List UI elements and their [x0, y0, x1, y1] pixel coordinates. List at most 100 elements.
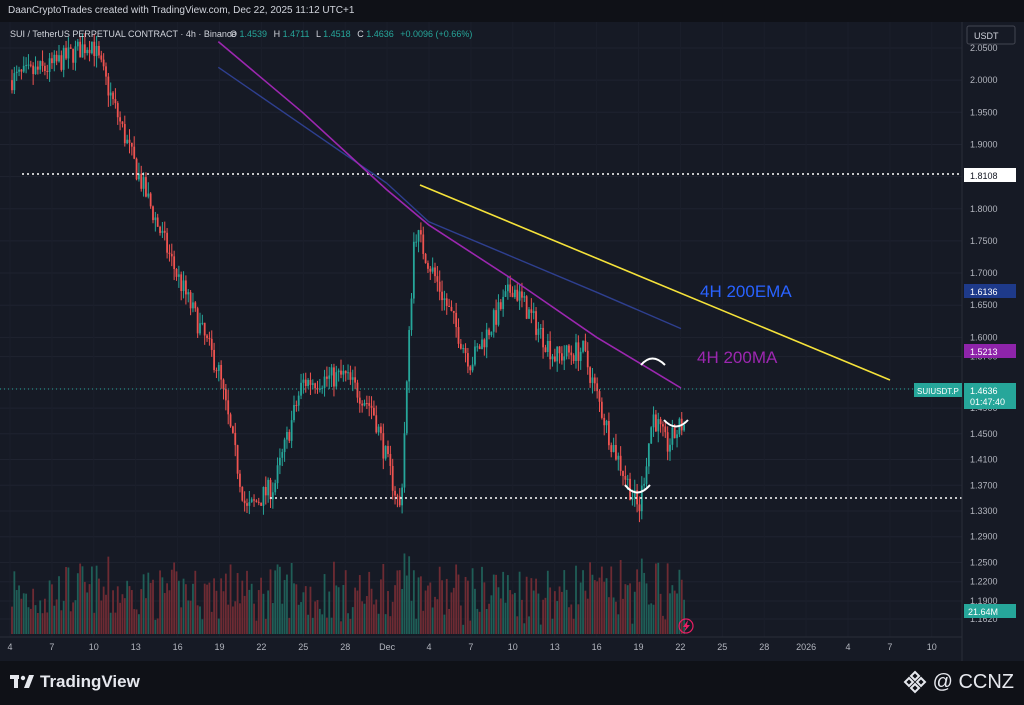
candle-body	[553, 356, 556, 362]
volume-bar	[518, 571, 521, 634]
volume-bar	[485, 609, 488, 634]
descending-trendline[interactable]	[419, 184, 891, 381]
high-label: H	[274, 29, 281, 39]
time-tick: 28	[759, 642, 769, 652]
volume-bar	[382, 563, 385, 634]
volume-bar	[542, 599, 544, 634]
volume-bar	[417, 577, 420, 634]
candle-body	[504, 291, 507, 297]
price-chart[interactable]: 4H 200EMA 4H 200MA SUI / TetherUS PERPET…	[0, 22, 1024, 661]
candle-body	[208, 338, 211, 340]
ccnz-text: @ CCNZ	[932, 670, 1014, 693]
candle-body	[464, 348, 467, 354]
volume-bar	[192, 583, 194, 634]
time-tick: 10	[508, 642, 518, 652]
low-label: L	[316, 29, 321, 39]
change-value: +0.0096 (+0.66%)	[400, 29, 472, 39]
candle-body	[222, 379, 225, 389]
candle-body	[495, 310, 497, 325]
volume-bar	[32, 588, 35, 634]
candle-body	[267, 479, 270, 496]
candle-body	[410, 298, 413, 331]
candle-body	[420, 230, 422, 235]
candle-body	[293, 405, 295, 421]
candle-body	[67, 47, 70, 59]
volume-bar	[631, 623, 634, 634]
candle-body	[683, 424, 685, 431]
volume-bar	[384, 614, 387, 634]
candle-body	[481, 339, 483, 350]
support-price-tag: 1.8108	[964, 168, 1016, 182]
volume-bar	[276, 564, 279, 634]
volume-bar	[403, 553, 406, 634]
currency-selector[interactable]: USDT	[966, 25, 1016, 45]
candle-body	[102, 59, 105, 67]
volume-bar	[314, 601, 317, 634]
volume-bar	[116, 586, 119, 634]
candle-body	[257, 501, 260, 503]
volume-bar	[39, 600, 42, 634]
volume-value: 21.64M	[968, 607, 998, 617]
volume-bar	[55, 599, 58, 634]
volume-bar	[579, 582, 582, 634]
volume-bar	[499, 598, 502, 634]
candle-body	[568, 345, 570, 353]
volume-bar	[27, 607, 30, 634]
volume-bar	[405, 575, 408, 634]
volume-bar	[112, 590, 114, 634]
candle-body	[274, 483, 277, 493]
candle-body	[455, 312, 458, 328]
price-tick: 1.1620	[970, 614, 998, 624]
volume-bar	[544, 597, 547, 634]
volume-bar	[626, 585, 629, 634]
volume-bar	[361, 601, 364, 634]
volume-bar	[102, 586, 105, 634]
time-tick: 22	[256, 642, 266, 652]
candle-body	[318, 388, 321, 390]
support-price-value: 1.8108	[970, 171, 998, 181]
volume-bar	[523, 623, 526, 634]
candle-body	[424, 253, 427, 264]
volume-bar	[612, 597, 615, 634]
candle-body	[100, 55, 103, 60]
candle-body	[546, 341, 549, 353]
candle-body	[448, 305, 450, 307]
volume-bar	[608, 597, 610, 634]
ma-200-line[interactable]	[217, 40, 682, 389]
volume-bar	[328, 591, 331, 634]
candle-body	[107, 76, 110, 96]
volume-bar	[161, 577, 164, 634]
candle-body	[469, 366, 472, 371]
candle-body	[119, 117, 121, 122]
candle-body	[86, 49, 89, 54]
volume-bar	[213, 578, 215, 634]
candle-body	[368, 403, 371, 406]
time-tick: 10	[927, 642, 937, 652]
ema-200-line[interactable]	[217, 66, 682, 330]
volume-bar	[650, 603, 653, 634]
volume-bar	[154, 619, 157, 634]
volume-bar	[356, 590, 359, 634]
tradingview-logo[interactable]: TradingView	[10, 672, 140, 692]
volume-bar	[29, 608, 32, 634]
candle-body	[88, 49, 91, 54]
lightning-icon[interactable]	[678, 618, 694, 634]
ma-price-tag: 1.5213	[964, 344, 1016, 358]
candle-body	[300, 382, 302, 396]
candle-body	[626, 478, 629, 480]
time-tick: Dec	[379, 642, 396, 652]
volume-bar	[539, 624, 542, 634]
candle-body	[342, 370, 345, 375]
candle-body	[476, 346, 479, 348]
candle-body	[133, 146, 136, 159]
volume-bar	[615, 601, 617, 634]
symbol-legend: SUI / TetherUS PERPETUAL CONTRACT · 4h ·…	[10, 29, 472, 39]
symbol-tag-label: SUIUSDT.P	[917, 387, 959, 396]
volume-bar	[53, 605, 56, 634]
volume-bar	[610, 566, 613, 634]
volume-bar	[502, 571, 505, 634]
volume-bar	[401, 589, 403, 634]
candle-body	[185, 280, 187, 295]
time-tick: 4	[7, 642, 12, 652]
candle-body	[619, 455, 622, 471]
